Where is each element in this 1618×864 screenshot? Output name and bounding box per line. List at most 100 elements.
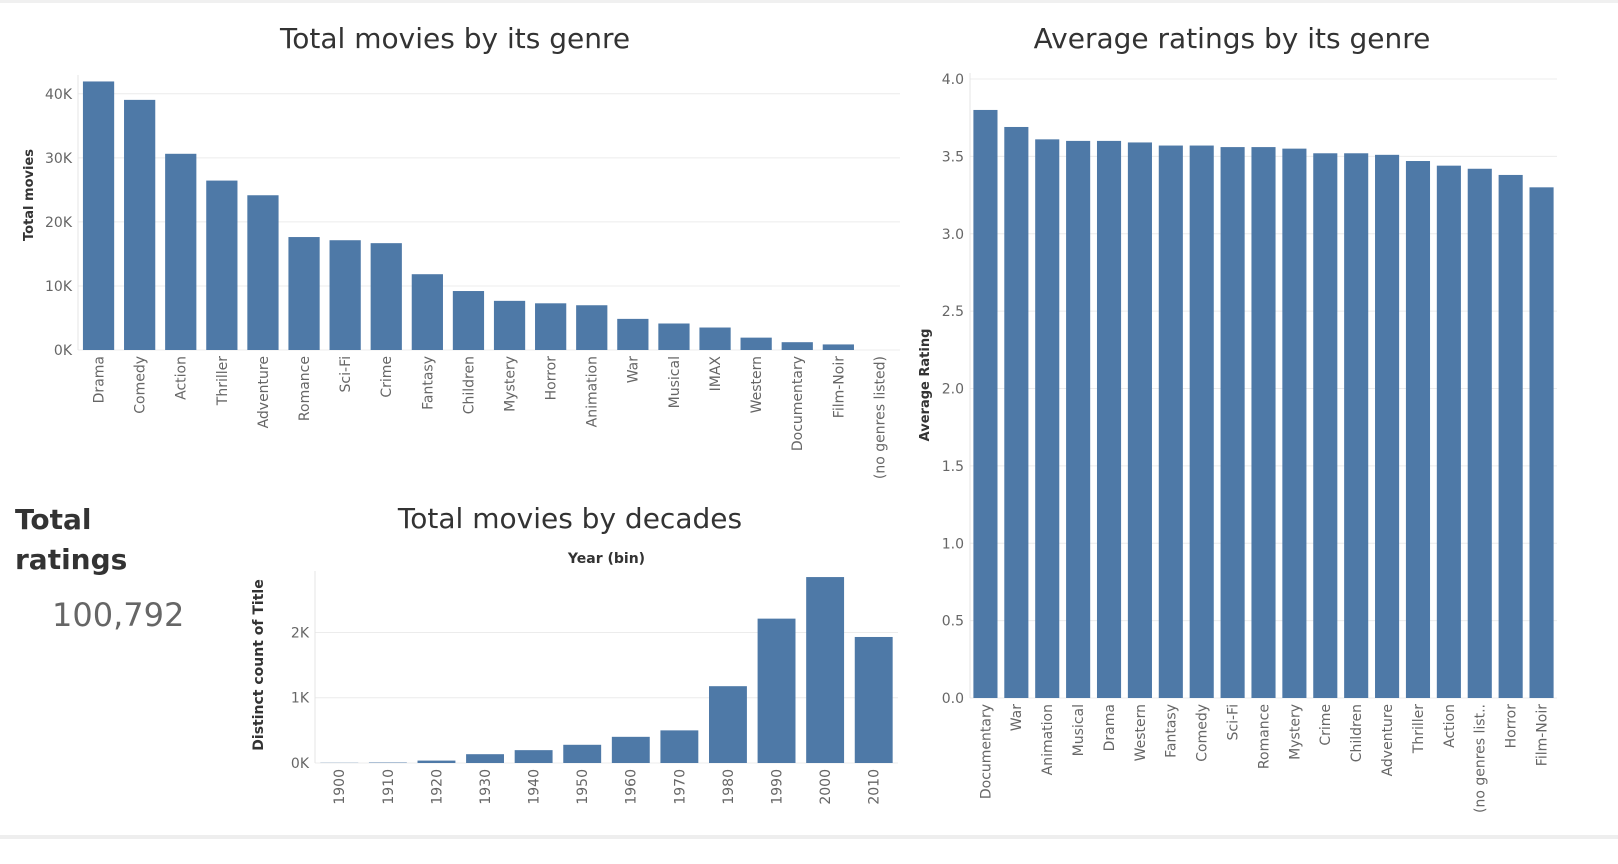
x-category-label: Action [174,356,190,400]
x-category-label: Musical [667,356,683,408]
x-category-label: 2010 [867,769,883,805]
y-axis-title: Total movies [22,149,37,241]
x-category-label: Musical [1071,704,1087,756]
bar [206,180,238,350]
bar [452,291,485,350]
bar [370,243,402,350]
bar [247,195,279,350]
bar [1375,154,1400,698]
bar [1498,174,1523,698]
bar [1529,187,1554,698]
genre-count-title: Total movies by its genre [279,22,631,55]
y-axis-title: Distinct count of Title [251,579,267,750]
y-tick-label: 4.0 [942,72,964,88]
bar [973,109,998,698]
bar [611,736,650,763]
bar [576,305,608,350]
bar [806,577,845,763]
y-tick-label: 1.0 [942,536,964,552]
y-tick-label: 3.5 [942,149,964,165]
x-category-label: Adventure [256,356,272,428]
x-category-label: Children [461,356,477,414]
x-category-label: Crime [1318,704,1334,746]
top-border [0,0,1618,3]
x-category-label: 1960 [624,769,640,805]
decades-title: Total movies by decades [397,502,743,535]
bar [1282,148,1307,698]
x-category-label: 1910 [381,769,397,805]
x-category-label: Film-Noir [1534,704,1550,766]
x-category-label: Fantasy [420,356,436,410]
bar [1220,147,1245,699]
bar [1344,153,1369,698]
x-category-label: Sci-Fi [1226,704,1242,740]
bar [514,750,553,763]
y-tick-label: 20K [45,215,73,231]
y-tick-label: 40K [45,87,73,103]
bar [740,337,772,350]
bar [1313,153,1338,698]
bar [466,754,504,763]
bar [1189,145,1214,699]
x-category-label: IMAX [708,356,724,392]
y-axis-title: Average Rating [918,329,933,442]
bar [617,318,649,350]
bar [417,760,456,763]
x-category-label: Children [1349,704,1365,762]
y-tick-label: 2K [291,625,310,641]
bar [535,303,567,350]
y-tick-label: 10K [45,279,73,295]
genre-rating-chart: 0.0 0.5 1.0 1.5 2.0 2.5 3.0 3.5 4.0 Documentary Wa… [918,72,1557,813]
x-category-label: Sci-Fi [338,356,354,392]
bar [781,342,813,350]
x-category-label: 1900 [332,769,348,805]
y-tick-label: 0.0 [942,691,964,707]
y-tick-label: 30K [45,151,73,167]
bar [658,323,690,350]
bar [1251,147,1276,699]
y-tick-label: 1K [291,691,310,707]
genre-count-chart: 0K 10K 20K 30K 40K Drama Comedy Action Thriller A… [22,75,900,479]
x-category-label: Horror [1504,704,1520,749]
x-category-label: Thriller [215,356,231,406]
x-category-label: Drama [91,356,107,403]
bar [493,300,526,350]
x-category-label: 1970 [672,769,688,805]
y-tick-label: 0.5 [942,614,964,630]
bar [165,153,197,350]
x-category-label: (no genres listed) [872,356,888,479]
decades-chart: 0K 1K 2K 1900 1910 1920 1930 1940 1950 1960 1970 19… [251,551,898,805]
bar [1004,126,1029,698]
x-category-label: (no genres list.. [1473,704,1489,813]
x-category-label: 1930 [478,769,494,805]
x-category-label: Crime [379,356,395,398]
bar [1436,165,1461,698]
y-tick-label: 0K [54,343,73,359]
x-category-label: Thriller [1411,704,1427,754]
bar [1405,161,1431,698]
x-category-label: War [626,356,642,384]
bar [1158,145,1183,699]
bar [1066,140,1091,698]
total-ratings-value: 100,792 [52,596,185,634]
x-category-label: Mystery [1287,704,1303,760]
bar [822,344,854,350]
y-tick-label: 1.5 [942,459,964,475]
x-axis-title: Year (bin) [567,551,645,567]
x-category-label: Horror [544,356,560,401]
bar [563,744,602,763]
x-category-label: Action [1442,704,1458,748]
genre-rating-title: Average ratings by its genre [1033,22,1431,55]
bar [699,327,731,350]
bar [1127,142,1152,698]
bar [124,99,156,350]
x-category-label: 1990 [769,769,785,805]
x-category-label: 2000 [818,769,834,805]
total-ratings-title: Total ratings [15,503,128,576]
x-category-label: Fantasy [1164,704,1180,758]
x-category-label: Romance [1256,704,1272,769]
y-tick-label: 2.0 [942,382,964,398]
bar [660,730,699,763]
x-category-label: 1980 [721,769,737,805]
bar [709,686,747,763]
